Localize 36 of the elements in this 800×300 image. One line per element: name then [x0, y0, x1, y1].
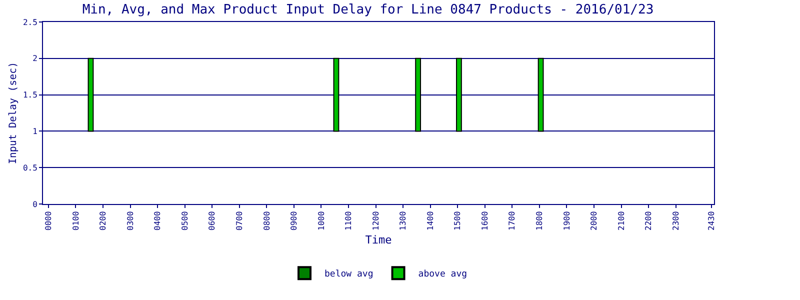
x-tick-label: 1700: [508, 211, 517, 230]
x-tick-label: 1000: [316, 211, 326, 230]
y-tick-label: 0: [32, 200, 38, 209]
x-tick-label: 0600: [208, 211, 217, 230]
x-tick-label: 2300: [671, 211, 680, 230]
y-tick-label: 2: [32, 54, 38, 64]
y-axis-title: Input Delay (sec): [8, 62, 19, 164]
x-tick-label: 0100: [71, 211, 80, 230]
x-tick-label: 2200: [644, 211, 654, 230]
x-tick-label: 1100: [344, 211, 354, 230]
x-tick-label: 1400: [426, 211, 435, 230]
y-tick-label: 0.5: [22, 163, 38, 172]
x-tick-label: 0400: [153, 211, 162, 230]
x-axis-title: Time: [365, 234, 392, 247]
x-tick-label: 1900: [562, 211, 572, 230]
x-tick-label: 2100: [616, 211, 626, 230]
y-tick-label: 2.5: [22, 18, 38, 27]
x-tick-label: 0800: [262, 211, 272, 230]
x-tick-label: 2000: [590, 211, 599, 230]
legend-label: above avg: [418, 270, 468, 280]
x-tick-label: 1800: [535, 211, 544, 230]
x-tick-label: 0300: [126, 211, 135, 230]
x-tick-label: 0900: [290, 211, 299, 230]
x-tick-label: 0000: [44, 211, 54, 230]
y-tick-label: 1.5: [22, 90, 38, 100]
x-tick-label: 1300: [398, 211, 408, 230]
x-tick-label: 1500: [453, 211, 462, 230]
y-tick-label: 1: [32, 127, 38, 136]
x-tick-label: 2430: [706, 211, 716, 230]
x-tick-label: 1600: [480, 211, 490, 230]
x-tick-label: 0200: [98, 211, 108, 230]
legend-label: below avg: [324, 270, 374, 280]
x-tick-label: 0500: [180, 211, 190, 230]
x-tick-label: 1200: [371, 211, 380, 230]
chart-title: Min, Avg, and Max Product Input Delay for Line 0847 Products - 2016/01/23: [82, 2, 654, 18]
x-tick-label: 0700: [234, 211, 244, 230]
